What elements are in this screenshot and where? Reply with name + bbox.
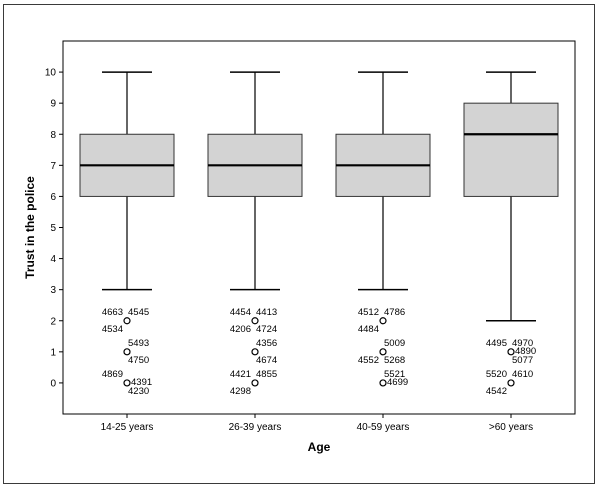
outlier-label: 4610 — [512, 369, 533, 380]
outlier-label: 4545 — [128, 307, 149, 318]
y-axis-title: Trust in the police — [23, 176, 37, 279]
y-tick-label: 5 — [50, 223, 56, 234]
outlier-label: 4484 — [358, 324, 379, 335]
outlier-label: 4512 — [358, 307, 379, 318]
outlier-point — [251, 379, 259, 387]
outlier-label: 4786 — [384, 307, 405, 318]
outlier-label: 4495 — [486, 338, 507, 349]
outlier-label: 4750 — [128, 355, 149, 366]
outlier-label: 4890 — [515, 346, 536, 357]
outlier-label: 4970 — [512, 338, 533, 349]
outlier-label: 4542 — [486, 386, 507, 397]
outlier-label: 4454 — [230, 307, 251, 318]
y-tick-label: 4 — [50, 254, 56, 265]
outlier-label: 4230 — [128, 386, 149, 397]
outlier-label: 4663 — [102, 307, 123, 318]
x-tick-label: 26-39 years — [229, 422, 282, 433]
outlier-point — [123, 379, 131, 387]
outlier-label: 5009 — [384, 338, 405, 349]
y-tick-label: 10 — [45, 68, 57, 79]
outlier-label: 4855 — [256, 369, 277, 380]
outlier-label: 4674 — [256, 355, 277, 366]
outlier-point — [123, 348, 131, 356]
y-tick-label: 2 — [50, 316, 56, 327]
outlier-label: 5520 — [486, 369, 507, 380]
outlier-point — [507, 379, 515, 387]
outlier-label: 4699 — [387, 377, 408, 388]
outlier-label: 4552 — [358, 355, 379, 366]
outlier-label: 5493 — [128, 338, 149, 349]
outlier-point — [123, 317, 131, 325]
x-tick-label: >60 years — [489, 422, 533, 433]
y-tick-label: 8 — [50, 130, 56, 141]
outlier-label: 4421 — [230, 369, 251, 380]
outlier-point — [379, 379, 387, 387]
outlier-label: 5521 — [384, 369, 405, 380]
outlier-label: 4298 — [230, 386, 251, 397]
outlier-label: 4206 — [230, 324, 251, 335]
y-tick-label: 7 — [50, 161, 56, 172]
outlier-label: 5077 — [512, 355, 533, 366]
y-tick-label: 3 — [50, 285, 56, 296]
y-tick-label: 9 — [50, 99, 56, 110]
outlier-point — [251, 317, 259, 325]
outlier-label: 4869 — [102, 369, 123, 380]
x-tick-label: 40-59 years — [357, 422, 410, 433]
outlier-label: 4534 — [102, 324, 123, 335]
y-tick-label: 1 — [50, 347, 56, 358]
outlier-point — [507, 348, 515, 356]
x-tick-label: 14-25 years — [101, 422, 154, 433]
outlier-label: 4391 — [131, 377, 152, 388]
outlier-point — [379, 348, 387, 356]
outlier-label: 5268 — [384, 355, 405, 366]
outlier-point — [379, 317, 387, 325]
x-axis-title: Age — [308, 440, 331, 454]
outlier-label: 4413 — [256, 307, 277, 318]
y-tick-label: 6 — [50, 192, 56, 203]
outlier-label: 4356 — [256, 338, 277, 349]
box — [463, 102, 559, 197]
chart-frame — [3, 4, 595, 484]
y-tick-label: 0 — [50, 378, 56, 389]
outlier-point — [251, 348, 259, 356]
outlier-label: 4724 — [256, 324, 277, 335]
